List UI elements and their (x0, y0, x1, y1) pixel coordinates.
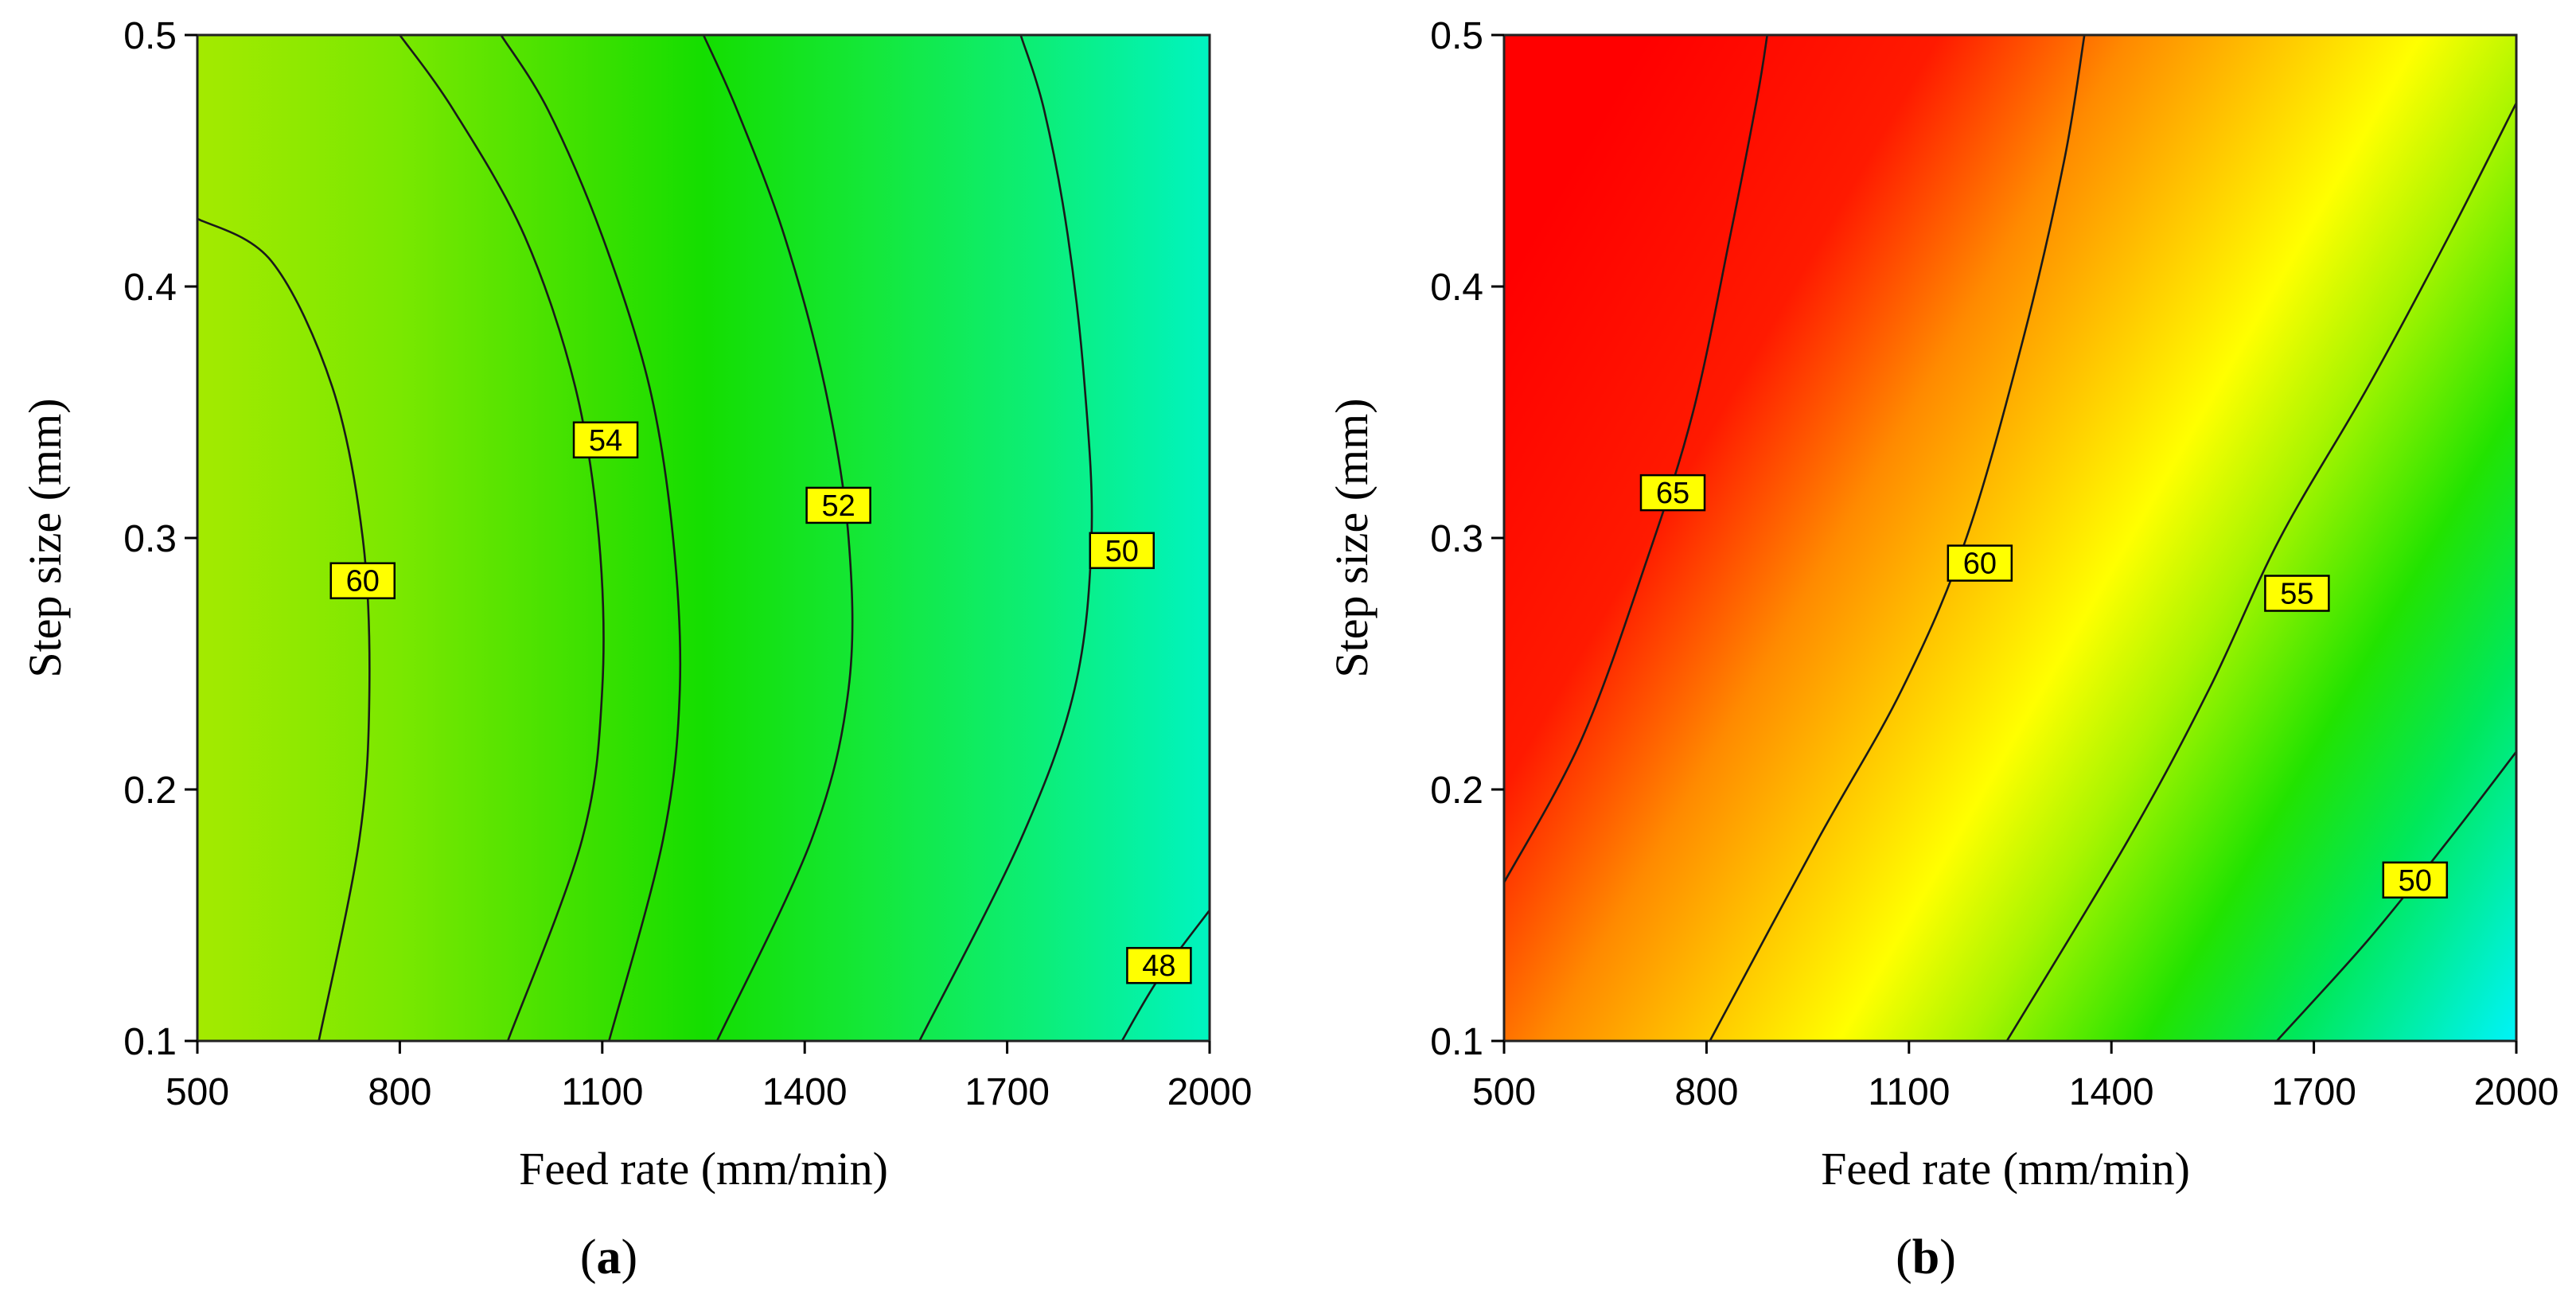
contour-label-50: 50 (1089, 532, 1155, 570)
x-tick-label: 2000 (2474, 1071, 2559, 1113)
svg-text:54: 54 (589, 424, 622, 458)
contour-label-60: 60 (1947, 544, 2013, 582)
y-tick-label: 0.3 (123, 518, 177, 560)
svg-text:48: 48 (1142, 949, 1175, 983)
contour-line-unlabeled-1 (399, 34, 605, 1042)
contour-line-60 (1709, 34, 2086, 1042)
svg-text:52: 52 (821, 489, 855, 523)
x-tick-label: 1400 (2069, 1071, 2154, 1113)
contour-line-60 (197, 217, 371, 1042)
panel-label-b: (b) (1896, 1230, 1956, 1284)
contour-labels-a: 60 54 52 50 48 (329, 421, 1192, 984)
y-axis-title-a: Step size (mm) (19, 398, 71, 677)
x-axis-ticks-b: 500 800 1100 1400 1700 2000 (1472, 1041, 2558, 1113)
svg-text:50: 50 (1105, 535, 1139, 568)
contour-label-54: 54 (572, 421, 639, 459)
x-tick-label: 1100 (561, 1071, 643, 1113)
x-tick-label: 2000 (1167, 1071, 1253, 1113)
x-axis-ticks-a: 500 800 1100 1400 1700 2000 (166, 1041, 1252, 1113)
contour-label-60: 60 (329, 562, 396, 599)
x-tick-label: 1700 (965, 1071, 1050, 1113)
y-tick-label: 0.1 (1430, 1021, 1483, 1063)
y-axis-ticks-b: 0.1 0.2 0.3 0.4 0.5 (1430, 15, 1504, 1063)
y-tick-label: 0.4 (123, 267, 177, 309)
x-tick-label: 1100 (1868, 1071, 1950, 1113)
y-axis-title-b: Step size (mm) (1326, 398, 1378, 677)
y-tick-label: 0.1 (123, 1021, 177, 1063)
y-tick-label: 0.5 (123, 15, 177, 57)
x-tick-label: 500 (166, 1071, 229, 1113)
y-tick-label: 0.2 (123, 770, 177, 812)
svg-text:60: 60 (1963, 548, 1997, 581)
contour-line-65 (1502, 34, 1768, 883)
plot-area-a (197, 35, 1210, 1041)
x-tick-label: 800 (1674, 1071, 1738, 1113)
svg-text:55: 55 (2280, 578, 2313, 611)
contour-label-48: 48 (1126, 946, 1192, 984)
contour-plot-b: 500 800 1100 1400 1700 2000 0.1 0.2 0.3 0.4 0.5 6… (1326, 15, 2558, 1284)
y-axis-ticks-a: 0.1 0.2 0.3 0.4 0.5 (123, 15, 197, 1063)
plot-area-b (1504, 35, 2516, 1041)
x-tick-label: 500 (1472, 1071, 1536, 1113)
contour-plot-a: 500 800 1100 1400 1700 2000 0.1 0.2 0.3 0.4 0.5 6… (19, 15, 1252, 1284)
contour-line-50 (918, 34, 1093, 1042)
contour-line-55 (2005, 102, 2518, 1042)
y-tick-label: 0.4 (1430, 267, 1483, 309)
x-tick-label: 1400 (762, 1071, 848, 1113)
x-tick-label: 800 (368, 1071, 431, 1113)
y-tick-label: 0.2 (1430, 770, 1483, 812)
panel-label-a: (a) (580, 1230, 637, 1284)
y-tick-label: 0.5 (1430, 15, 1483, 57)
contour-line-54 (500, 34, 682, 1042)
contour-lines-b (1502, 34, 2518, 1042)
svg-text:65: 65 (1656, 477, 1689, 510)
y-tick-label: 0.3 (1430, 518, 1483, 560)
contour-label-55: 55 (2264, 575, 2330, 612)
contour-label-50: 50 (2382, 861, 2449, 899)
x-axis-title-b: Feed rate (mm/min) (1821, 1143, 2190, 1195)
contour-labels-b: 65 60 55 50 (1639, 474, 2449, 899)
svg-text:50: 50 (2399, 864, 2432, 898)
x-tick-label: 1700 (2271, 1071, 2356, 1113)
x-axis-title-a: Feed rate (mm/min) (519, 1143, 888, 1195)
contour-label-52: 52 (805, 486, 871, 524)
svg-text:60: 60 (346, 565, 380, 598)
contour-label-65: 65 (1639, 474, 1706, 512)
